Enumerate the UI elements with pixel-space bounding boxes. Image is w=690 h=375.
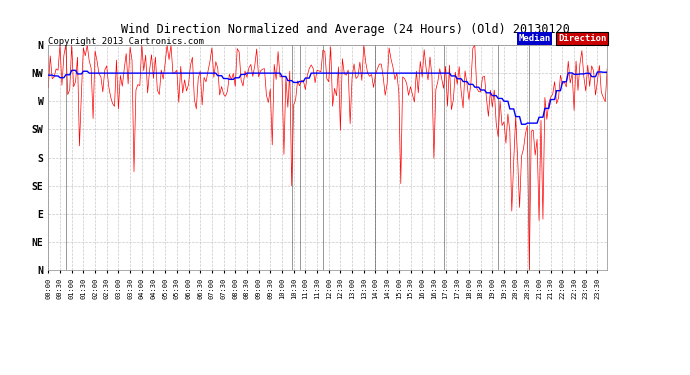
Text: Wind Direction Normalized and Average (24 Hours) (Old) 20130120: Wind Direction Normalized and Average (2… [121,22,569,36]
Text: Direction: Direction [558,34,607,43]
Text: Copyright 2013 Cartronics.com: Copyright 2013 Cartronics.com [48,38,204,46]
Text: Median: Median [518,34,551,43]
